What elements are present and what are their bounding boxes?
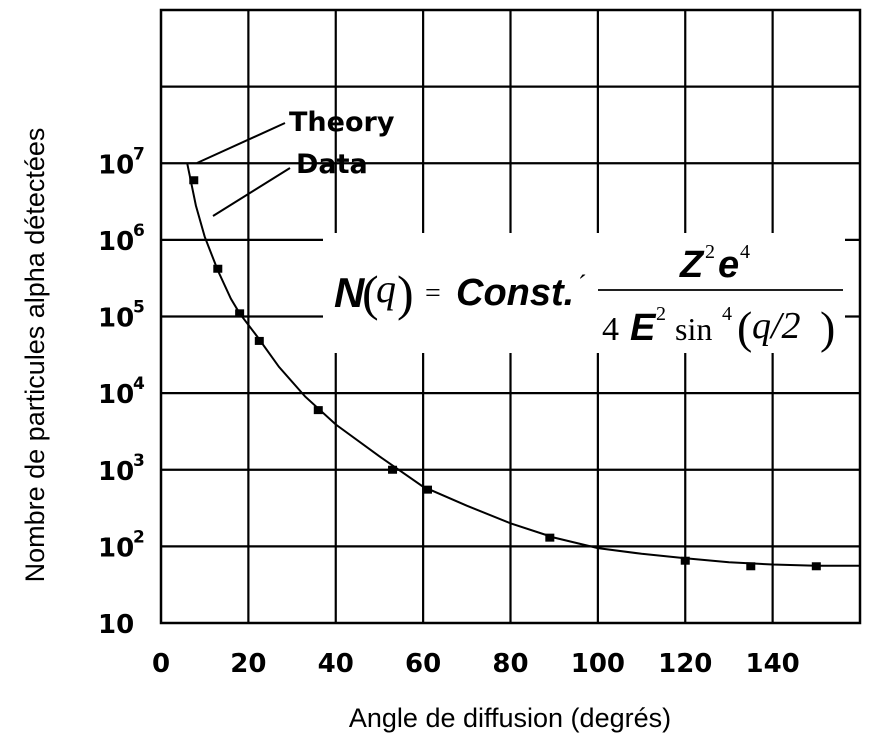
data-point xyxy=(811,562,821,571)
y-tick-label: 10 xyxy=(98,457,134,487)
formula-Z-exp: 2 xyxy=(705,241,715,263)
formula-const: Const. xyxy=(456,272,574,314)
formula-den-arg: q/2 xyxy=(752,305,801,347)
data-point xyxy=(189,176,199,185)
formula-E-exp: 2 xyxy=(656,303,666,325)
formula-e: e xyxy=(718,244,739,286)
x-tick-label: 140 xyxy=(745,649,799,679)
x-tick-label: 0 xyxy=(152,649,170,679)
formula-e-exp: 4 xyxy=(740,241,750,263)
formula-N: N xyxy=(334,269,366,316)
formula-Z: Z xyxy=(679,244,705,286)
data-point xyxy=(313,406,323,415)
formula-den-paren-open: ( xyxy=(737,302,752,353)
theory-leader-line xyxy=(196,122,286,164)
data-point xyxy=(254,336,264,345)
data-point xyxy=(680,556,690,565)
formula-four: 4 xyxy=(602,311,619,348)
x-axis-title: Angle de diffusion (degrés) xyxy=(349,703,671,733)
x-tick-label: 80 xyxy=(492,649,528,679)
x-tick-label: 40 xyxy=(318,649,354,679)
y-tick-exponent: 4 xyxy=(133,374,145,394)
x-tick-label: 120 xyxy=(658,649,712,679)
plot-frame xyxy=(159,8,862,625)
formula-q: q xyxy=(376,266,396,311)
data-point xyxy=(388,465,398,474)
y-tick-label: 10 xyxy=(98,380,134,410)
formula-E: E xyxy=(630,307,657,349)
annotations: Theory Data xyxy=(196,107,395,217)
y-tick-label: 10 xyxy=(98,610,134,640)
formula-sin: sin xyxy=(675,311,712,347)
y-tick-exponent: 6 xyxy=(133,221,145,241)
data-points-group xyxy=(189,176,821,571)
data-label: Data xyxy=(296,149,368,180)
y-tick-label: 10 xyxy=(98,227,134,257)
data-point xyxy=(422,485,432,494)
theory-label: Theory xyxy=(289,107,395,138)
theory-curve-group xyxy=(186,163,860,567)
x-tick-label: 60 xyxy=(405,649,441,679)
x-tick-labels: 0 20 40 60 80 100 120 140 xyxy=(152,649,800,679)
formula-paren-open: ( xyxy=(362,265,379,321)
data-point xyxy=(235,309,245,318)
formula-equals: = xyxy=(425,278,441,309)
data-leader-line xyxy=(212,167,291,217)
formula-den-paren-close: ) xyxy=(820,302,835,353)
y-tick-exponent: 7 xyxy=(133,144,145,164)
data-point xyxy=(545,533,555,542)
y-axis-title: Nombre de particules alpha détectées xyxy=(20,128,50,583)
formula-sin-exp: 4 xyxy=(722,303,732,325)
y-tick-label: 10 xyxy=(98,533,134,563)
formula-paren-close: ) xyxy=(397,265,414,321)
y-tick-exponent: 2 xyxy=(133,527,145,547)
x-tick-label: 100 xyxy=(571,649,625,679)
data-point xyxy=(746,562,756,571)
formula-background xyxy=(323,233,845,353)
y-tick-exponent: 5 xyxy=(133,298,145,318)
y-tick-label: 10 xyxy=(98,304,134,334)
theory-curve xyxy=(186,163,860,567)
data-point xyxy=(213,264,223,273)
formula-times: ´ xyxy=(578,270,587,299)
x-tick-label: 20 xyxy=(230,649,266,679)
y-tick-exponent: 3 xyxy=(133,451,145,471)
y-tick-label: 10 xyxy=(98,150,134,180)
formula: N ( q ) = Const. ´ Z 2 e 4 4 E 2 sin 4 (… xyxy=(323,233,845,353)
